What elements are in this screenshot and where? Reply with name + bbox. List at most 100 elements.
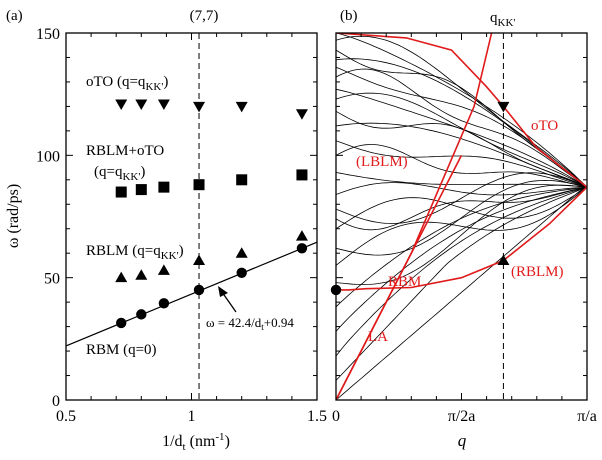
panel-a-label: (a) [6, 8, 23, 24]
panel-b-markers [330, 101, 510, 296]
data-point-triangle-down [157, 99, 170, 110]
annotation-rblm-oto-main: (q=q [94, 164, 123, 180]
optical-branch [336, 172, 587, 224]
fit-formula: ω = 42.4/dt+0.94 [206, 315, 294, 332]
panel-a: (a) (7,7) 0 50 100 150 0.5 1 1.5 ω (rad/ps) 1/… [5, 8, 327, 453]
label-la: LA [368, 329, 388, 345]
data-point-circle [236, 267, 247, 278]
panel-b-label: (b) [340, 8, 358, 24]
y-axis-label: ω (rad/ps) [5, 184, 22, 248]
data-point-circle [158, 298, 170, 309]
phonon-branch [336, 122, 587, 188]
panel-a-chirality-label: (7,7) [190, 8, 219, 24]
highlight-point-circle [330, 284, 342, 296]
phonon-branch [336, 186, 587, 231]
data-point-triangle-down [235, 101, 248, 113]
data-point-triangle-down [193, 101, 206, 113]
data-point-triangle-up [193, 254, 206, 266]
data-point-triangle-up [235, 247, 248, 258]
annotation-rblm-main: RBLM (q=q [86, 243, 161, 259]
data-point-square [158, 181, 170, 193]
optical-branch [336, 179, 587, 256]
annotation-rbm: RBM (q=0) [86, 342, 157, 358]
y-tick-label-a: 0 [52, 393, 60, 410]
x-axis-label-a-sub: t [183, 441, 186, 453]
annotation-rblm-sub: KK' [161, 250, 179, 262]
highlight-point-triangle-up [497, 254, 510, 266]
phonon-branch [336, 68, 587, 188]
fit-formula-tail: +0.94 [264, 315, 295, 330]
annotation-oto: oTO (q=qKK') [86, 74, 168, 93]
annotation-rblm-oto-line2: (q=qKK') [94, 164, 145, 183]
phonon-branch [336, 172, 587, 188]
acoustic-branch [336, 186, 587, 381]
optical-branch [336, 186, 587, 230]
data-point-square [135, 184, 147, 196]
data-point-triangle-up [135, 269, 148, 280]
annotation-rblm-oto-sub: KK' [122, 171, 140, 183]
data-point-triangle-up [295, 230, 308, 241]
annotation-oto-sub: KK' [145, 81, 163, 93]
data-point-circle [116, 317, 127, 329]
optical-branch [336, 186, 587, 266]
red-branch-oto [336, 33, 587, 188]
data-point-circle [193, 284, 205, 296]
fit-arrow-shaft [221, 291, 237, 313]
red-branch-rbm-rblm [336, 186, 587, 291]
red-branch-la [336, 154, 463, 400]
phonon-branch [336, 92, 587, 188]
phonon-branch [336, 144, 587, 188]
x-tick-label-b: π/a [577, 408, 597, 425]
x-axis-label-a-sup: -1 [215, 431, 224, 443]
black-dispersion-curves [336, 33, 587, 400]
x-tick-label-b: 0 [332, 408, 340, 425]
data-point-triangle-up [115, 271, 128, 283]
fit-formula-main: ω = 42.4/d [206, 315, 262, 330]
acoustic-branch [336, 186, 587, 308]
label-rblm-red: (RBLM) [511, 264, 564, 280]
x-axis-label-a-unit: (nm [186, 433, 216, 450]
annotation-rblm: RBLM (q=qKK') [86, 243, 184, 262]
data-point-triangle-down [115, 99, 128, 110]
panel-b-qkk-main: q [490, 10, 498, 26]
x-tick-label-a: 1.5 [307, 408, 327, 425]
data-point-square [115, 186, 127, 198]
data-point-square [193, 179, 205, 191]
fit-line [65, 241, 318, 347]
annotation-oto-main: oTO (q=q [86, 74, 146, 90]
phonon-branch [336, 33, 587, 188]
y-tick-label-a: 100 [36, 148, 60, 165]
label-rbm-red: RBM [388, 274, 421, 290]
panel-b-qkk-sub: KK' [498, 17, 516, 29]
acoustic-branch [336, 186, 587, 332]
y-tick-label-a: 50 [44, 271, 60, 288]
panel-b: (b) qKK' 0 π/2a π/a q oTO (LBLM) RBM (RBLM… [330, 8, 597, 450]
x-tick-label-a: 1 [188, 408, 196, 425]
annotation-rblm-oto-close: ) [140, 164, 145, 180]
x-axis-label-a-close: ) [225, 433, 230, 450]
data-point-triangle-down [135, 99, 148, 110]
data-point-square [296, 169, 308, 181]
data-point-square [236, 174, 248, 186]
acoustic-branch [336, 186, 587, 357]
fit-arrow-head [218, 286, 228, 297]
panel-a-markers [115, 99, 308, 329]
x-axis-label-a-main: 1/d [162, 433, 182, 450]
phonon-branch [336, 182, 587, 196]
data-point-circle [296, 243, 308, 254]
annotation-rblm-oto-line1: RBLM+oTO [86, 143, 164, 159]
y-tick-label-a: 150 [36, 26, 60, 43]
x-tick-label-a: 0.5 [56, 408, 76, 425]
annotation-rblm-close: ) [179, 243, 184, 259]
panel-b-ticks: 0 π/2a π/a [332, 32, 597, 425]
phonon-branch [336, 35, 587, 188]
red-dispersion-curves [336, 33, 587, 400]
panel-b-qkk-label: qKK' [490, 10, 515, 29]
data-point-triangle-down [295, 109, 308, 120]
optical-branch [336, 184, 587, 285]
x-axis-label-a: 1/dt (nm-1) [162, 431, 230, 453]
highlight-point-triangle-down [497, 101, 510, 113]
panel-a-ticks: 0 50 100 150 0.5 1 1.5 [36, 26, 327, 425]
label-lblm: (LBLM) [356, 154, 408, 170]
